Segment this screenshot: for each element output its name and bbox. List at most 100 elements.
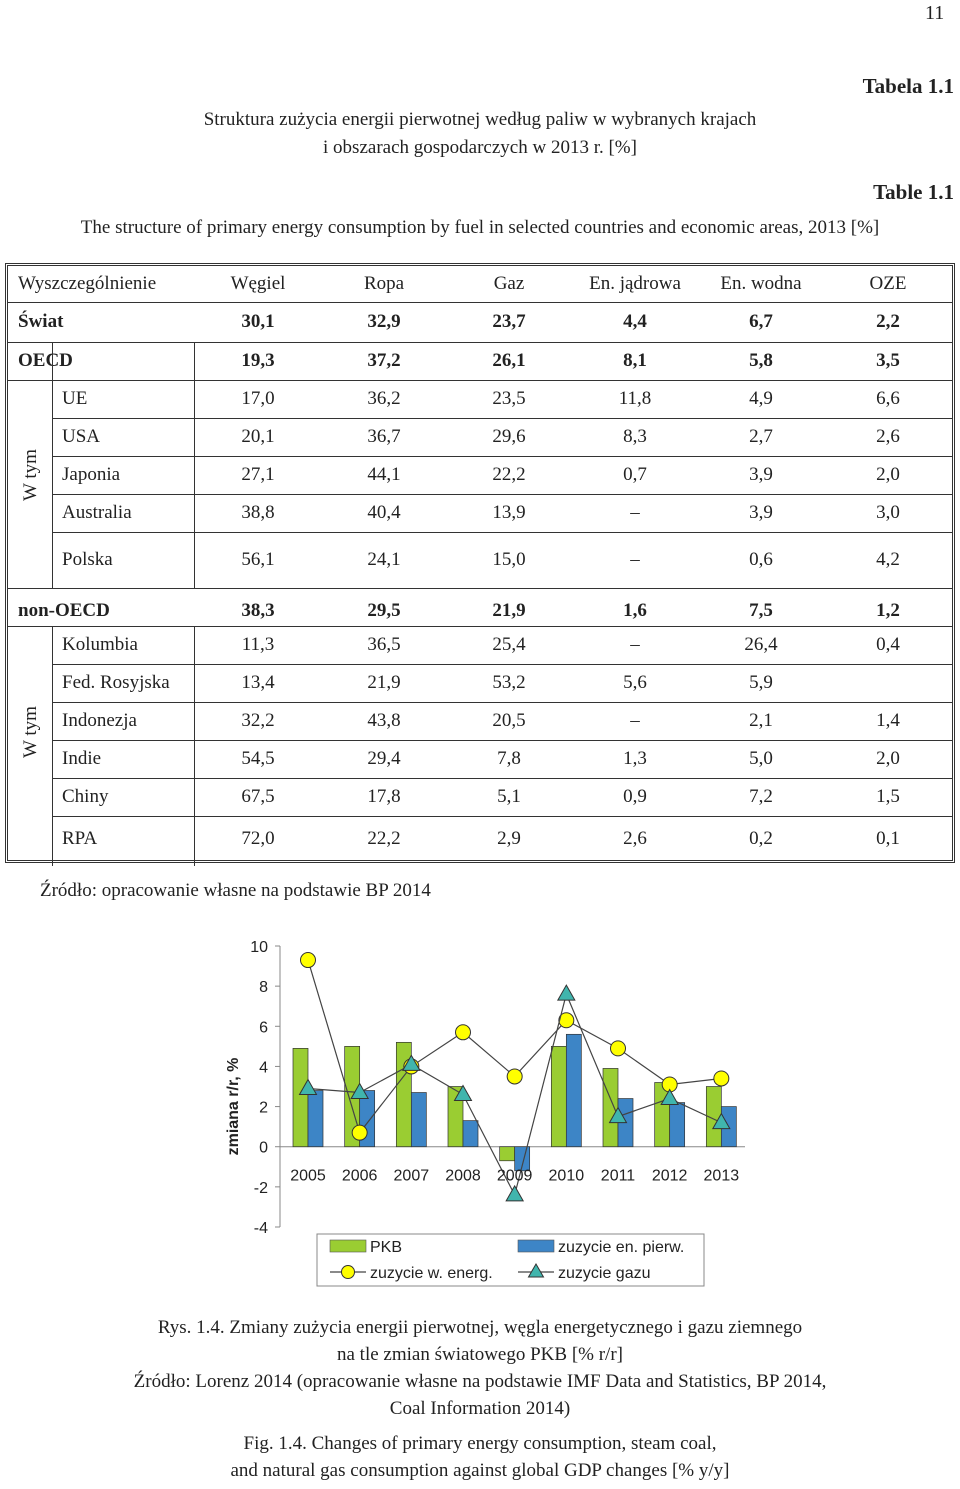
bar (292, 1048, 309, 1148)
y-tick-label: 4 (259, 1059, 268, 1076)
table-cell: 2,6 (623, 828, 647, 849)
table-source: Źródło: opracowanie własne na podstawie … (40, 880, 431, 901)
table-cell: 2,0 (876, 748, 900, 769)
row-label: Australia (62, 502, 132, 523)
table-cell: 23,7 (492, 311, 526, 332)
table-cell: 5,6 (623, 672, 647, 693)
table-cell: 27,1 (241, 464, 275, 485)
table-row: Japonia 27,1 44,1 22,2 0,7 3,9 2,0 (8, 456, 952, 494)
table-cell: 2,9 (497, 828, 521, 849)
table-cell: 3,5 (876, 350, 900, 371)
table-cell: 7,5 (749, 600, 773, 621)
table-cell: 4,2 (876, 549, 900, 570)
table-title-pl: Struktura zużycia energii pierwotnej wed… (140, 106, 820, 162)
table-rule (52, 456, 952, 457)
table-cell: 0,7 (623, 464, 647, 485)
bar (447, 1086, 464, 1148)
table-title-pl-line1: Struktura zużycia energii pierwotnej wed… (203, 109, 757, 130)
table-row: Świat 30,1 32,9 23,7 4,4 6,7 2,2 (8, 302, 952, 342)
x-tick-label: 2008 (445, 1168, 481, 1185)
table-cell: 1,2 (876, 600, 900, 621)
legend-label: zuzycie en. pierw. (558, 1239, 684, 1256)
row-label: Kolumbia (62, 634, 138, 655)
table-cell: 53,2 (492, 672, 526, 693)
table-cell: 25,4 (492, 634, 526, 655)
table-rule (194, 626, 195, 866)
data-point (350, 1082, 370, 1100)
row-label: Indie (62, 748, 102, 769)
table-label-en: Table 1.1 (873, 180, 954, 204)
data-table: Wyszczególnienie Węgiel Ropa Gaz En. jądrowa… (5, 263, 955, 866)
fig-caption-en-line2: and natural gas consumption against glob… (230, 1460, 730, 1481)
y-tick-label: -2 (254, 1180, 268, 1197)
table-cell (824, 664, 952, 702)
table-row: USA 20,1 36,7 29,6 8,3 2,7 2,6 (8, 418, 952, 456)
table-cell: 36,2 (367, 388, 401, 409)
table-cell: 8,3 (623, 426, 647, 447)
chart: 10 8 6 4 2 0 -2 -4 zmiana r/r, % 2005 2006 2007 2008… (225, 939, 745, 1287)
table-cell: 2,6 (876, 426, 900, 447)
row-label: Japonia (62, 464, 121, 485)
row-label: Chiny (62, 786, 109, 807)
data-point (608, 1106, 628, 1124)
table-cell: 21,9 (492, 600, 526, 621)
table-cell: 32,9 (367, 311, 401, 332)
table-cell: 3,0 (876, 502, 900, 523)
table-cell: 2,1 (749, 710, 773, 731)
table-cell: 43,8 (367, 710, 401, 731)
row-label: Polska (62, 549, 113, 570)
row-label: Fed. Rosyjska (62, 672, 170, 693)
table-rule (52, 816, 952, 817)
table-title-en: The structure of primary energy consumpt… (80, 217, 880, 238)
table-cell: 38,8 (241, 502, 275, 523)
table-rule (52, 664, 952, 665)
bar (550, 1046, 567, 1148)
table-cell: 56,1 (241, 549, 275, 570)
legend-marker (341, 1265, 355, 1279)
table-row: Chiny 67,5 17,8 5,1 0,9 7,2 1,5 (8, 778, 952, 816)
table-row: Indonezja 32,2 43,8 20,5 – 2,1 1,4 (8, 702, 952, 740)
x-tick-label: 2007 (394, 1168, 430, 1185)
table-cell: 6,7 (749, 311, 773, 332)
table-cell: 11,3 (241, 634, 275, 655)
data-point (610, 1040, 626, 1057)
table-cell: 26,4 (744, 634, 778, 655)
table-cell: 3,9 (749, 464, 773, 485)
fig-source-line1: Źródło: Lorenz 2014 (opracowanie własne … (133, 1371, 827, 1392)
table-cell: 20,1 (241, 426, 275, 447)
table-cell: 1,4 (876, 710, 900, 731)
table-rule (8, 380, 952, 381)
table-header-cell: Ropa (363, 273, 405, 294)
bar (410, 1092, 427, 1148)
fig-caption-pl-line1: Rys. 1.4. Zmiany zużycia energii pierwot… (157, 1317, 803, 1338)
data-point (401, 1054, 421, 1071)
row-label: RPA (62, 828, 98, 849)
table-cell: 0,4 (876, 634, 900, 655)
table-rule (8, 626, 952, 627)
table-cell: 22,2 (492, 464, 526, 485)
table-row: Fed. Rosyjska 13,4 21,9 53,2 5,6 5,9 (8, 664, 952, 702)
table-rule (52, 702, 952, 703)
table-row: UE 17,0 36,2 23,5 11,8 4,9 6,6 (8, 380, 952, 418)
table-rule (52, 778, 952, 779)
table-cell: 0,2 (749, 828, 773, 849)
table-cell: 3,9 (749, 502, 773, 523)
table-cell: 13,9 (492, 502, 526, 523)
table-cell: 30,1 (241, 311, 275, 332)
row-label: non-OECD (18, 600, 110, 621)
table-cell: 44,1 (367, 464, 401, 485)
fig-caption-pl-line2: na tle zmian światowego PKB [% r/r] (337, 1344, 623, 1365)
data-point (300, 952, 316, 969)
table-header-cell: Gaz (493, 273, 525, 294)
table-cell: 6,6 (876, 388, 900, 409)
fig-caption-en-line1: Fig. 1.4. Changes of primary energy cons… (243, 1433, 717, 1454)
bar (669, 1102, 686, 1148)
table-cell: 22,2 (367, 828, 401, 849)
table-cell: 5,9 (749, 672, 773, 693)
table-cell: 26,1 (492, 350, 526, 371)
table-header-row: Wyszczególnienie Węgiel Ropa Gaz En. jądrowa… (8, 266, 952, 302)
table-cell: 36,7 (367, 426, 401, 447)
table-cell: 0,9 (623, 786, 647, 807)
data-point (506, 1068, 523, 1085)
table-cell: 17,0 (241, 388, 275, 409)
